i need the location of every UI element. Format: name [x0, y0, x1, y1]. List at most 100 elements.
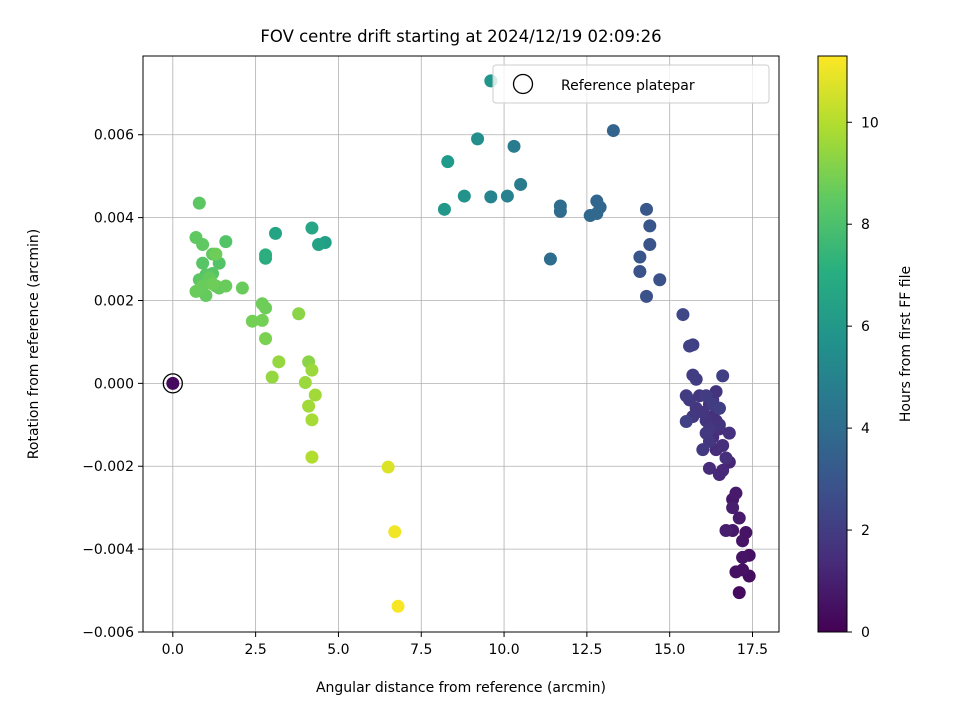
data-point — [699, 426, 713, 440]
legend: Reference platepar — [492, 64, 770, 104]
data-point — [305, 413, 319, 427]
data-point — [192, 196, 206, 210]
data-point — [726, 501, 740, 515]
colorbar-tick-label: 4 — [861, 421, 870, 437]
data-point — [732, 511, 746, 525]
x-tick-label: 7.5 — [410, 642, 432, 658]
data-point — [206, 277, 220, 291]
x-tick-label: 12.5 — [571, 642, 602, 658]
data-point — [507, 139, 521, 153]
y-tick-label: 0.002 — [94, 293, 134, 309]
data-point — [166, 376, 180, 390]
data-point — [305, 221, 319, 235]
data-point — [302, 399, 316, 413]
y-tick-label: −0.004 — [82, 542, 134, 558]
chart-title: FOV centre drift starting at 2024/12/19 … — [260, 27, 661, 46]
data-point — [514, 177, 528, 191]
data-point — [543, 252, 557, 266]
data-point — [676, 308, 690, 322]
data-point — [643, 238, 657, 252]
colorbar-label: Hours from first FF file — [898, 266, 914, 422]
data-point — [736, 550, 750, 564]
data-point — [643, 219, 657, 233]
data-point — [722, 426, 736, 440]
data-point — [219, 279, 233, 293]
data-point — [640, 202, 653, 216]
x-axis-label: Angular distance from reference (arcmin) — [316, 680, 606, 696]
data-point — [696, 443, 710, 457]
y-tick-label: 0.004 — [94, 211, 134, 227]
data-point — [633, 264, 647, 278]
data-point — [716, 369, 730, 383]
data-point — [686, 368, 700, 382]
data-point — [702, 461, 716, 475]
data-point — [219, 235, 233, 249]
data-point — [391, 599, 405, 613]
x-tick-label: 17.5 — [737, 642, 768, 658]
data-point — [245, 314, 259, 328]
data-point — [312, 238, 326, 252]
colorbar-tick-label: 2 — [861, 523, 870, 539]
colorbar-tick-label: 6 — [861, 319, 870, 335]
data-point — [196, 256, 210, 270]
colorbar-tick-label: 8 — [861, 217, 870, 233]
y-tick-label: 0.006 — [94, 128, 134, 144]
data-point — [269, 226, 282, 240]
data-point — [457, 189, 471, 203]
data-point — [209, 247, 223, 261]
data-point — [437, 202, 451, 216]
data-point — [388, 525, 402, 539]
data-point — [235, 281, 249, 295]
data-point — [196, 238, 210, 252]
data-point — [484, 190, 498, 204]
data-point — [712, 418, 726, 432]
data-point — [712, 468, 726, 482]
data-point — [500, 189, 514, 203]
plot-frame — [142, 55, 780, 633]
data-point — [732, 586, 746, 600]
data-points — [162, 74, 756, 613]
data-point — [292, 307, 306, 321]
y-axis-ticks: −0.006 −0.004 −0.002 0.000 0.002 0.004 0.006 — [82, 128, 143, 641]
data-point — [606, 124, 620, 138]
data-point — [259, 301, 273, 315]
data-point — [736, 534, 750, 548]
y-tick-label: 0.000 — [94, 376, 134, 392]
colorbar-gradient — [817, 55, 848, 633]
reference-point-marker — [162, 373, 183, 394]
legend-label-reference: Reference platepar — [561, 78, 695, 94]
colorbar: 0 2 4 6 8 10 Hours from first FF file — [817, 55, 914, 641]
data-point — [729, 565, 743, 579]
data-point — [679, 389, 693, 403]
data-point — [716, 439, 730, 453]
data-point — [305, 363, 319, 377]
x-axis-ticks: 0.0 2.5 5.0 7.5 10.0 12.5 15.0 17.5 — [162, 632, 768, 658]
data-point — [712, 401, 726, 415]
y-tick-label: −0.002 — [82, 459, 134, 475]
data-point — [298, 376, 312, 390]
x-tick-label: 5.0 — [327, 642, 349, 658]
y-tick-label: −0.006 — [82, 625, 134, 641]
colorbar-tick-label: 0 — [861, 625, 870, 641]
grid-lines — [143, 56, 779, 633]
legend-box — [492, 64, 770, 104]
x-tick-label: 0.0 — [162, 642, 184, 658]
data-point — [471, 132, 485, 146]
data-point — [308, 388, 322, 402]
data-point — [719, 523, 733, 537]
x-tick-label: 15.0 — [654, 642, 685, 658]
colorbar-tick-label: 10 — [861, 115, 879, 131]
data-point — [255, 313, 269, 327]
legend-marker-reference — [512, 73, 534, 95]
x-tick-label: 10.0 — [488, 642, 519, 658]
data-point — [441, 155, 455, 169]
data-point — [590, 206, 604, 220]
y-axis-label: Rotation from reference (arcmin) — [26, 229, 42, 459]
data-point — [719, 451, 733, 465]
data-point — [729, 486, 743, 500]
data-point — [305, 450, 319, 464]
data-point — [189, 284, 203, 298]
data-point — [640, 289, 653, 303]
data-point — [683, 339, 697, 353]
